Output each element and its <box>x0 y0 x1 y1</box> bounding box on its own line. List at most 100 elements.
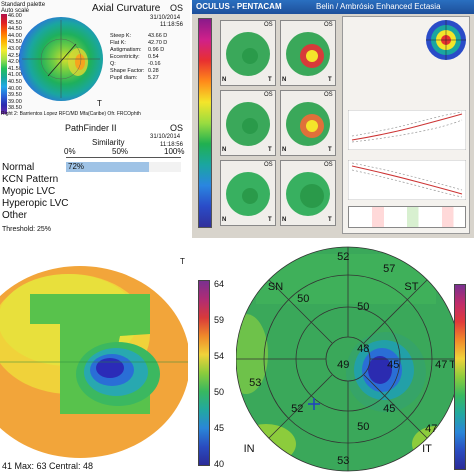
polar-cell-value: 47 <box>435 359 448 371</box>
pentacam-map <box>226 102 270 146</box>
pentacam-map <box>286 172 330 216</box>
map-label-t: T <box>328 217 332 223</box>
map-label-n: N <box>282 217 287 223</box>
pathfinder-threshold: Threshold: 25% <box>2 226 52 233</box>
axial-date: 31/10/2014 <box>150 15 181 21</box>
pentacam-title-bar <box>192 0 474 14</box>
axial-metric-value: 42.70 D <box>148 40 168 46</box>
axial-scale-value: 41.00 <box>8 72 22 79</box>
axial-footer: Right 2: Barrientos Lopez RFC/MD Mfa(Car… <box>1 111 141 117</box>
map-eye-label: OS <box>324 162 333 168</box>
map-label-n: N <box>282 147 287 153</box>
axial-metric-label: Astigmatism: <box>110 47 142 53</box>
pathfinder-panel: PathFinder II OS 31/10/2014 11:18:56 Sim… <box>0 120 190 238</box>
map-eye-label: OS <box>264 22 273 28</box>
thickness-colorbar <box>198 280 210 466</box>
axial-scale-value: 45.50 <box>8 19 22 26</box>
polar-cell-value: 48 <box>357 343 370 355</box>
axial-metric-value: 0.54 <box>148 54 159 60</box>
polar-cell-value: 45 <box>383 403 396 415</box>
axial-metric-value: 5.27 <box>148 75 159 81</box>
axial-scale-value: 44.50 <box>8 26 22 33</box>
polar-map <box>236 246 461 472</box>
polar-cell-value: SN <box>267 281 284 293</box>
axial-title: Axial Curvature <box>92 3 161 14</box>
polar-cell-value: 50 <box>297 293 310 305</box>
pathfinder-category: Myopic LVC <box>2 186 56 197</box>
polar-cell-value: 50 <box>357 301 370 313</box>
axial-metric-value: 0.28 <box>148 68 159 74</box>
tick-100: 100% <box>164 147 185 156</box>
thickness-scale-value: 50 <box>214 387 225 397</box>
thickness-map-panel: T 64 59 54 50 45 40 41 Max: 63 Central: 48 <box>0 244 232 474</box>
map-label-t: T <box>328 77 332 83</box>
map-label-t: T <box>268 147 272 153</box>
polar-cell-value: 53 <box>337 455 350 467</box>
map-label-t: T <box>328 147 332 153</box>
axial-metric-value: 43.66 D <box>148 33 168 39</box>
polar-colorbar <box>454 284 466 470</box>
axial-metric-label: Shape Factor: <box>110 68 145 74</box>
axial-curvature-panel: Standard palette Auto scale 46.00 45.50 44… <box>0 0 190 120</box>
pathfinder-date: 31/10/2014 <box>150 134 181 140</box>
axial-metric-label: Pupil diam: <box>110 75 138 81</box>
pentacam-title: OCULUS - PENTACAM <box>196 2 282 11</box>
map-eye-label: OS <box>324 92 333 98</box>
pentacam-value-strip <box>348 206 466 228</box>
tick-50: 50% <box>112 147 129 156</box>
axial-metric-label: Eccentricity: <box>110 54 140 60</box>
horizontal-divider <box>0 238 474 244</box>
pentacam-graph-lower <box>348 160 466 200</box>
map-label-t: T <box>268 217 272 223</box>
similarity-bar <box>66 162 149 172</box>
thickness-footer: 41 Max: 63 Central: 48 <box>2 461 94 471</box>
polar-cell-value: 53 <box>249 377 262 389</box>
pathfinder-title: PathFinder II <box>65 123 117 133</box>
palette-label: Standard palette <box>1 2 46 8</box>
polar-cell-value: 45 <box>387 359 400 371</box>
axial-metric-label: Flat K: <box>110 40 126 46</box>
axial-scale-value: 44.00 <box>8 32 22 39</box>
axial-metric-label: Steep K: <box>110 33 132 39</box>
polar-cell-value: IN <box>243 443 255 455</box>
similarity-label: Similarity <box>92 138 125 147</box>
axial-colorbar <box>1 14 7 114</box>
axial-scale-value: 46.00 <box>8 13 22 19</box>
axial-scale-value: 39.00 <box>8 98 22 105</box>
axial-scale-value: 40.50 <box>8 79 22 85</box>
map-eye-label: OS <box>264 92 273 98</box>
axial-time: 11:18:56 <box>160 22 183 28</box>
pathfinder-category: Hyperopic LVC <box>2 198 69 209</box>
map-eye-label: OS <box>264 162 273 168</box>
similarity-axis-line <box>66 157 181 158</box>
similarity-value: 72% <box>68 162 85 171</box>
thickness-scale-value: 59 <box>214 315 225 325</box>
polar-cell-value: 50 <box>357 421 370 433</box>
pentacam-map <box>286 102 330 146</box>
polar-map-panel: 52 57 SN ST 50 50 48 53 49 45 47 T 52 45 50 IN IT 47 53 <box>232 244 474 474</box>
map-label-n: N <box>222 217 227 223</box>
polar-cell-value: 57 <box>383 263 396 275</box>
pathfinder-category: Other <box>2 210 28 221</box>
polar-cell-value: 52 <box>337 251 350 263</box>
pentacam-map <box>226 172 270 216</box>
pathfinder-time: 11:18:56 <box>160 142 183 148</box>
pentacam-map <box>226 32 270 76</box>
axial-scale-value: 38.50 <box>8 105 22 112</box>
axial-scale-value: 42.00 <box>8 59 22 66</box>
polar-cell-value: 49 <box>337 359 350 371</box>
polar-cell-value: 52 <box>291 403 304 415</box>
pathfinder-category: Normal <box>2 162 35 173</box>
thickness-scale-value: 64 <box>214 279 225 289</box>
axial-scale-value: 41.50 <box>8 65 22 72</box>
pathfinder-eye: OS <box>170 123 184 133</box>
axial-metric-label: Q: <box>110 61 116 67</box>
tick-0: 0% <box>64 147 76 156</box>
pentacam-map <box>286 32 330 76</box>
autoscale-label: Auto scale <box>1 8 30 14</box>
axial-scale-value: 42.50 <box>8 52 22 59</box>
axial-eye: OS <box>170 3 184 13</box>
thickness-scale-value: 40 <box>214 459 225 469</box>
thickness-map <box>0 266 188 458</box>
thickness-scale-value: 45 <box>214 423 225 433</box>
